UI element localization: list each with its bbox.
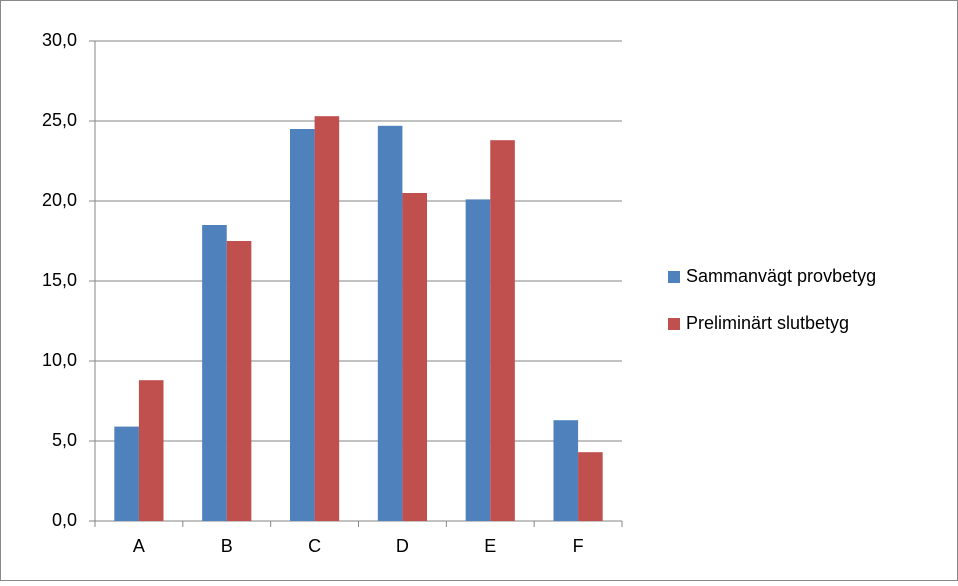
bar [202,225,227,521]
bar [402,193,428,521]
y-tick-label: 10,0 [42,350,77,370]
y-tick-label: 25,0 [42,110,77,130]
legend-swatch [668,271,680,283]
y-tick-label: 20,0 [42,190,77,210]
bar [289,129,315,521]
bar [465,199,491,521]
legend-swatch [668,318,680,330]
bar [114,426,139,521]
x-tick-label: F [573,536,584,556]
bar [490,140,515,521]
legend-label: Preliminärt slutbetyg [686,313,849,333]
bar [377,125,403,522]
legend-label: Sammanvägt provbetyg [686,266,876,286]
y-tick-label: 30,0 [42,30,77,50]
x-tick-label: C [308,536,321,556]
bar [553,420,579,521]
bar [138,380,164,521]
x-tick-label: A [133,536,145,556]
bar [578,452,603,521]
y-tick-label: 5,0 [52,430,77,450]
x-tick-label: D [396,536,409,556]
x-tick-label: E [484,536,496,556]
bar [314,116,340,521]
x-tick-label: B [221,536,233,556]
y-tick-label: 15,0 [42,270,77,290]
bar [226,241,252,521]
y-tick-label: 0,0 [52,510,77,530]
